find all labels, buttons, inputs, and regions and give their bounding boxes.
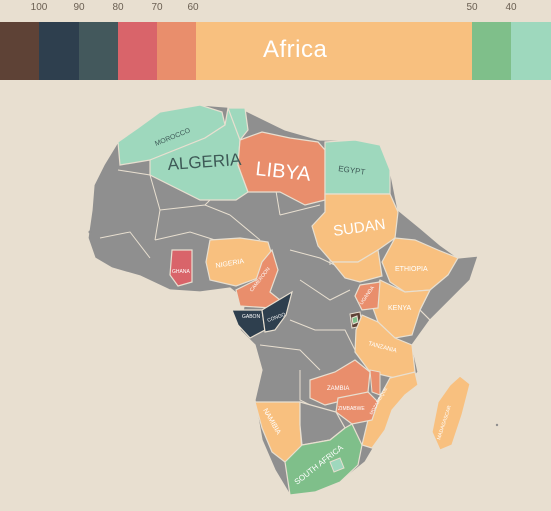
label-zimbabwe: ZIMBABWE bbox=[338, 406, 365, 412]
country-uganda bbox=[354, 281, 381, 311]
scale-labels: 100 90 80 70 60 50 40 bbox=[0, 0, 551, 22]
legend-segment-80 bbox=[79, 22, 118, 80]
country-south-africa bbox=[284, 423, 363, 496]
scale-label-100: 100 bbox=[30, 2, 48, 13]
label-nigeria: NIGERIA bbox=[215, 258, 245, 270]
country-congo bbox=[261, 290, 293, 333]
country-somalia bbox=[419, 255, 479, 321]
country-malawi bbox=[369, 369, 381, 396]
legend-segment-africa bbox=[196, 22, 472, 80]
label-egypt: EGYPT bbox=[338, 164, 366, 177]
legend-segment-50 bbox=[472, 22, 511, 80]
label-kenya: KENYA bbox=[388, 305, 412, 312]
scale-label-50: 50 bbox=[466, 2, 478, 13]
label-ethiopia: ETHIOPIA bbox=[395, 266, 428, 273]
label-gabon: GABON bbox=[242, 314, 260, 320]
scale-label-60: 60 bbox=[187, 2, 199, 13]
island-madagascar bbox=[431, 375, 471, 451]
central-africa-borders bbox=[259, 240, 366, 411]
legend-segment-90 bbox=[39, 22, 79, 80]
island-dot bbox=[495, 423, 499, 427]
scale-label-80: 80 bbox=[112, 2, 124, 13]
country-lesotho bbox=[329, 457, 345, 473]
legend-bar bbox=[0, 22, 551, 80]
legend-segment-40 bbox=[511, 22, 551, 80]
scale-label-70: 70 bbox=[151, 2, 163, 13]
legend-segment-60 bbox=[157, 22, 196, 80]
country-burundi bbox=[351, 315, 359, 325]
label-ghana: GHANA bbox=[172, 269, 190, 275]
region-label: Africa bbox=[263, 36, 328, 63]
scale-label-40: 40 bbox=[505, 2, 517, 13]
scale-label-90: 90 bbox=[73, 2, 85, 13]
label-zambia: ZAMBIA bbox=[327, 386, 349, 392]
country-south-sudan bbox=[330, 249, 383, 283]
country-ghana bbox=[169, 249, 193, 287]
island-dot bbox=[88, 230, 92, 234]
legend-segment-70 bbox=[118, 22, 157, 80]
country-gabon bbox=[231, 309, 266, 339]
legend-segment-100 bbox=[0, 22, 39, 80]
